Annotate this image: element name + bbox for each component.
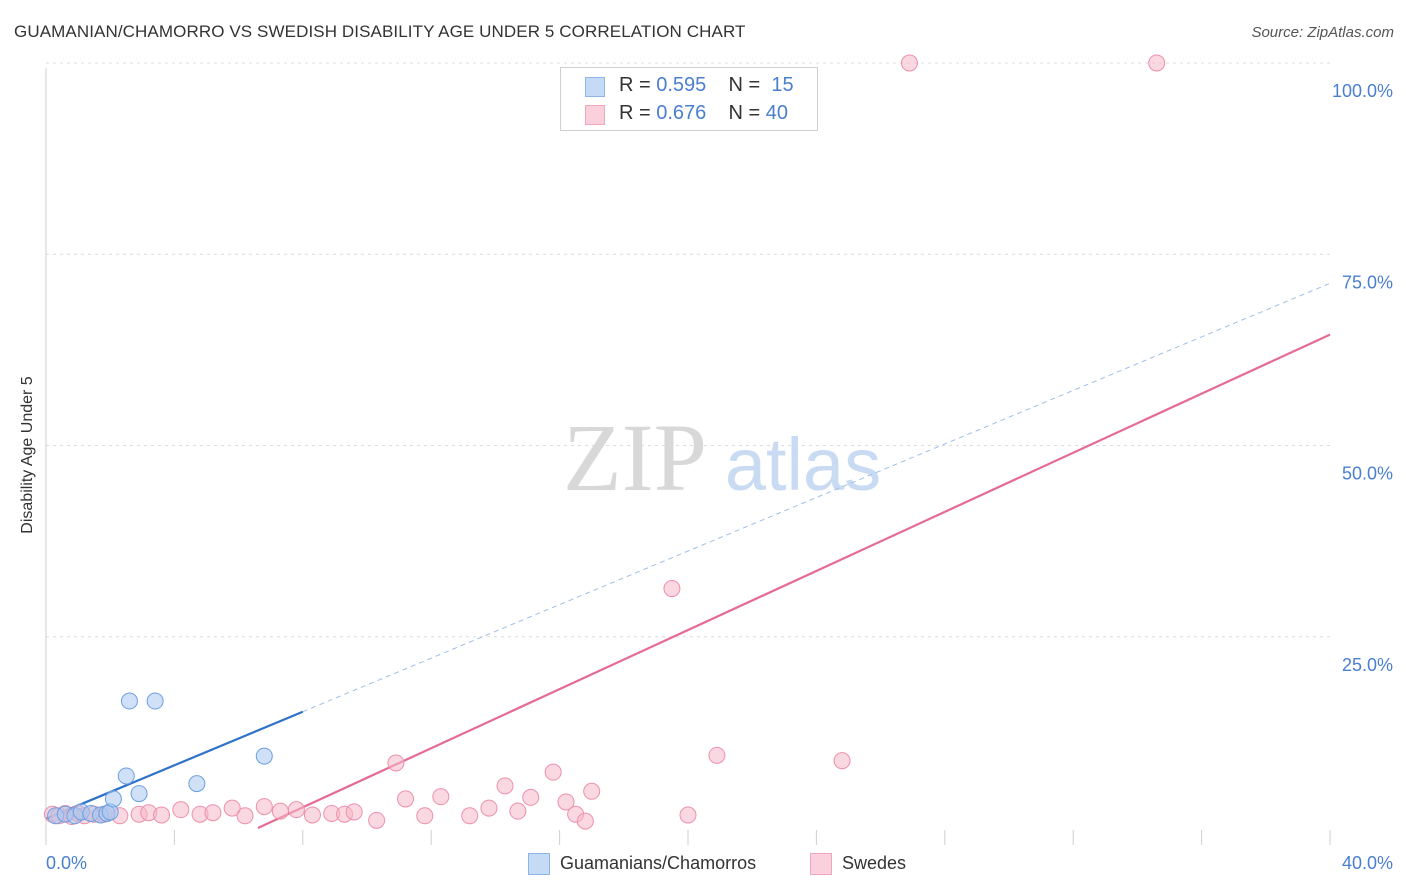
data-point — [432, 788, 450, 806]
data-point — [416, 807, 434, 825]
bottom-legend-label: Guamanians/Chamorros — [560, 853, 757, 873]
legend-n-label: N = — [728, 74, 761, 96]
data-point — [146, 692, 164, 710]
data-point — [130, 785, 148, 803]
source-label: Source: ZipAtlas.com — [1251, 24, 1394, 41]
data-point — [172, 801, 190, 819]
data-point — [544, 763, 562, 781]
data-point — [255, 747, 273, 765]
data-point — [480, 799, 498, 817]
data-point — [387, 754, 405, 772]
chart-title: GUAMANIAN/CHAMORRO VS SWEDISH DISABILITY… — [14, 22, 746, 41]
bottom-legend-swatch-pink — [810, 853, 832, 875]
tick-labels: 25.0% 50.0% 75.0% 100.0% 0.0% 40.0% — [46, 81, 1393, 873]
y-tick-label: 75.0% — [1342, 272, 1393, 292]
data-point — [461, 807, 479, 825]
data-point — [522, 788, 540, 806]
data-point — [271, 802, 289, 820]
data-point — [204, 804, 222, 822]
legend-n-value: 40 — [765, 102, 789, 124]
y-tick-label: 25.0% — [1342, 655, 1393, 675]
data-point — [223, 799, 241, 817]
data-point — [557, 793, 575, 811]
legend-r-value: 0.676 — [656, 102, 707, 124]
trend-line-extension — [302, 282, 1331, 713]
data-point — [188, 775, 206, 793]
trend-line — [45, 710, 304, 820]
watermark-atlas: atlas — [725, 423, 881, 506]
data-point — [255, 798, 273, 816]
data-point — [397, 790, 415, 808]
legend-r-value: 0.595 — [656, 74, 707, 96]
data-point — [509, 802, 527, 820]
legend-r-label: R = — [619, 102, 651, 124]
data-point — [583, 782, 601, 800]
data-point — [236, 807, 254, 825]
data-point — [663, 580, 681, 598]
data-point — [120, 692, 138, 710]
data-point — [345, 803, 363, 821]
legend-swatch-blue — [585, 77, 605, 97]
bottom-legend-label: Swedes — [842, 853, 907, 873]
data-point — [576, 812, 594, 830]
data-point — [1148, 54, 1166, 72]
legend-n-label: N = — [728, 102, 761, 124]
data-point — [104, 790, 122, 808]
y-tick-label: 50.0% — [1342, 464, 1393, 484]
data-point — [153, 806, 171, 824]
data-point — [900, 54, 918, 72]
data-point — [303, 806, 321, 824]
data-point — [117, 767, 135, 785]
data-point — [496, 777, 514, 795]
bottom-legend-swatch-blue — [528, 853, 550, 875]
trend-line — [257, 333, 1331, 829]
data-point — [833, 752, 851, 770]
stats-legend: R = 0.595 N = 15 R = 0.676 N = 40 — [560, 67, 818, 131]
data-point — [368, 811, 386, 829]
data-points — [43, 54, 1166, 830]
axes-layer — [45, 68, 1331, 845]
x-tick-label: 0.0% — [46, 853, 87, 873]
x-tick-label: 40.0% — [1342, 853, 1393, 873]
watermark-zip: ZIP — [563, 404, 707, 511]
legend-n-value: 15 — [771, 74, 794, 96]
data-point — [679, 806, 697, 824]
data-point — [287, 801, 305, 819]
watermark: ZIP atlas — [563, 404, 881, 511]
data-point — [708, 746, 726, 764]
trend-lines — [45, 282, 1331, 829]
y-tick-label: 100.0% — [1332, 81, 1393, 101]
legend-r-label: R = — [619, 74, 651, 96]
legend-swatch-pink — [585, 105, 605, 125]
y-axis-label: Disability Age Under 5 — [19, 376, 36, 534]
